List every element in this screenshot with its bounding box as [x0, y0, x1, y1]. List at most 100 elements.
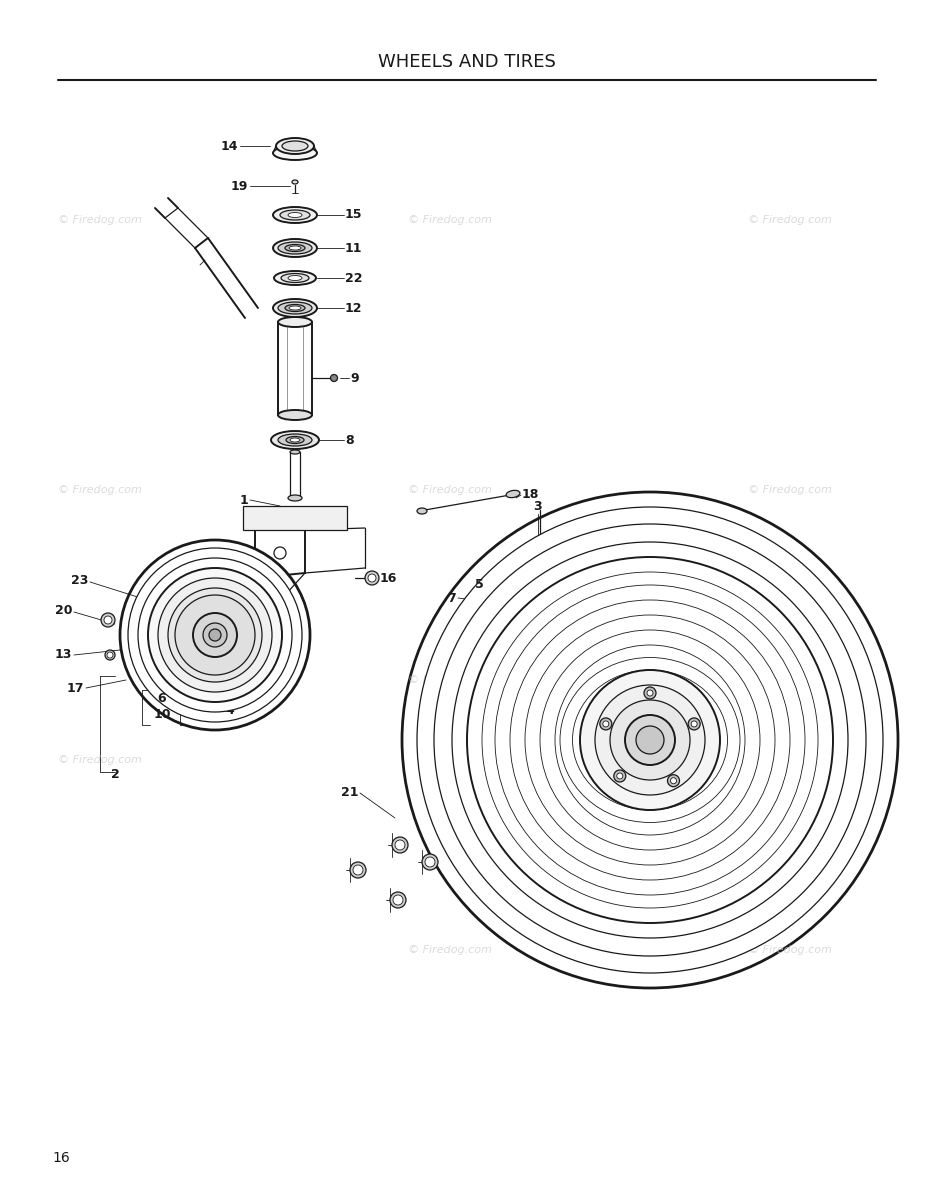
Ellipse shape [585, 683, 715, 798]
Text: 20: 20 [54, 604, 72, 617]
Ellipse shape [278, 410, 312, 420]
Circle shape [668, 775, 680, 787]
Text: 14: 14 [220, 139, 238, 152]
Circle shape [350, 862, 366, 878]
Text: 6: 6 [158, 691, 166, 704]
Circle shape [467, 557, 833, 923]
Circle shape [580, 670, 720, 810]
Text: 17: 17 [521, 577, 539, 590]
Circle shape [555, 646, 745, 835]
Circle shape [274, 547, 286, 559]
Ellipse shape [506, 491, 520, 498]
Ellipse shape [278, 434, 312, 446]
Circle shape [104, 616, 112, 624]
Circle shape [495, 584, 805, 895]
Circle shape [402, 492, 898, 988]
Circle shape [644, 686, 656, 698]
Text: © Firedog.com: © Firedog.com [408, 215, 492, 226]
Text: © Firedog.com: © Firedog.com [748, 946, 832, 955]
Ellipse shape [273, 146, 317, 160]
Circle shape [636, 726, 664, 754]
Circle shape [525, 614, 775, 865]
Circle shape [128, 548, 302, 722]
Ellipse shape [289, 306, 301, 310]
Circle shape [353, 865, 363, 875]
Circle shape [602, 721, 609, 727]
Ellipse shape [271, 431, 319, 449]
Text: 9: 9 [350, 372, 359, 384]
Circle shape [107, 652, 113, 658]
Circle shape [393, 895, 403, 905]
Ellipse shape [286, 437, 304, 444]
Text: © Firedog.com: © Firedog.com [58, 215, 142, 226]
Circle shape [616, 773, 623, 779]
Circle shape [392, 838, 408, 853]
Circle shape [422, 854, 438, 870]
Circle shape [148, 568, 282, 702]
Ellipse shape [417, 508, 427, 514]
Circle shape [510, 600, 790, 880]
Ellipse shape [285, 245, 305, 252]
Circle shape [209, 629, 221, 641]
Text: © Firedog.com: © Firedog.com [748, 755, 832, 766]
Text: 16: 16 [380, 571, 397, 584]
Text: 12: 12 [345, 301, 362, 314]
Ellipse shape [289, 246, 301, 250]
Circle shape [368, 574, 376, 582]
Text: © Firedog.com: © Firedog.com [408, 485, 492, 494]
Text: 5: 5 [475, 577, 484, 590]
Text: 19: 19 [231, 180, 248, 192]
Circle shape [120, 540, 310, 730]
Circle shape [610, 700, 690, 780]
Text: © Firedog.com: © Firedog.com [408, 674, 492, 685]
Text: 11: 11 [345, 241, 362, 254]
Circle shape [425, 857, 435, 866]
Circle shape [365, 571, 379, 584]
Text: 4: 4 [226, 703, 234, 716]
Ellipse shape [598, 695, 702, 785]
Circle shape [688, 718, 700, 730]
Ellipse shape [282, 140, 308, 151]
Text: 10: 10 [153, 708, 171, 721]
Ellipse shape [288, 276, 302, 281]
Circle shape [671, 778, 676, 784]
Circle shape [434, 524, 866, 956]
Ellipse shape [290, 438, 300, 442]
Circle shape [625, 715, 675, 766]
Circle shape [331, 374, 337, 382]
Ellipse shape [281, 274, 309, 282]
Ellipse shape [273, 299, 317, 317]
Text: © Firedog.com: © Firedog.com [748, 215, 832, 226]
Text: 16: 16 [52, 1151, 70, 1165]
Ellipse shape [610, 708, 690, 773]
Text: 7: 7 [447, 592, 456, 605]
Circle shape [193, 613, 237, 658]
Text: 13: 13 [54, 648, 72, 661]
Circle shape [595, 685, 705, 794]
Text: © Firedog.com: © Firedog.com [58, 755, 142, 766]
Text: 17: 17 [66, 682, 84, 695]
Ellipse shape [278, 242, 312, 254]
Circle shape [105, 650, 115, 660]
Ellipse shape [273, 239, 317, 257]
Ellipse shape [573, 670, 728, 810]
Text: WHEELS AND TIRES: WHEELS AND TIRES [378, 53, 556, 71]
Ellipse shape [288, 494, 302, 502]
Ellipse shape [278, 302, 312, 314]
Ellipse shape [290, 450, 300, 454]
Text: 3: 3 [533, 499, 543, 512]
Text: © Firedog.com: © Firedog.com [58, 485, 142, 494]
Circle shape [691, 721, 697, 727]
Text: 15: 15 [345, 209, 362, 222]
Circle shape [158, 578, 272, 692]
Ellipse shape [292, 180, 298, 184]
Circle shape [175, 595, 255, 674]
Text: 8: 8 [345, 433, 354, 446]
Ellipse shape [560, 658, 740, 822]
Circle shape [540, 630, 760, 850]
Circle shape [395, 840, 405, 850]
Text: 23: 23 [71, 574, 88, 587]
Ellipse shape [274, 271, 316, 284]
Bar [243, 506, 347, 530]
Text: 22: 22 [345, 271, 362, 284]
